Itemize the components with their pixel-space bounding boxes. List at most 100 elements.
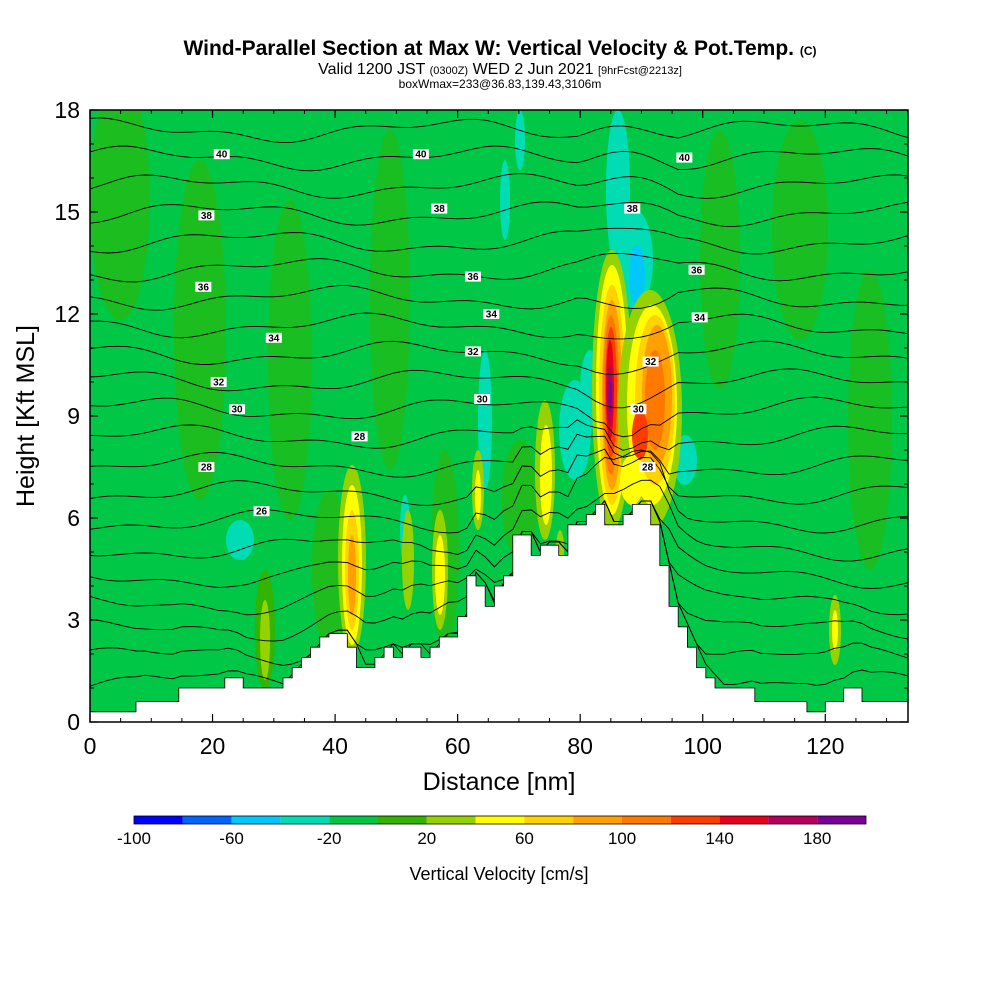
contour-label-text: 38 xyxy=(201,211,213,222)
colorbar-swatch xyxy=(524,816,574,824)
contour-label-text: 32 xyxy=(467,347,479,358)
terrain xyxy=(89,504,909,723)
colorbar-tick-label: 20 xyxy=(417,829,436,848)
contour-label: 36 xyxy=(688,264,705,276)
x-tick-label: 80 xyxy=(567,733,593,759)
contour-label: 30 xyxy=(229,404,246,416)
y-tick-label: 0 xyxy=(67,709,80,735)
colorbar-swatch xyxy=(231,816,281,824)
contour-label-bg xyxy=(642,356,659,367)
copyright-mark: (C) xyxy=(799,44,817,58)
contour-label-text: 38 xyxy=(627,204,639,215)
contour-label: 34 xyxy=(265,332,282,344)
contour-label-bg xyxy=(639,462,656,472)
utc-time: (0300Z) xyxy=(429,65,469,77)
y-tick-label: 12 xyxy=(54,301,80,327)
contour-label-text: 40 xyxy=(415,150,427,161)
contour-label: 38 xyxy=(198,210,215,222)
contour-label: 34 xyxy=(691,312,708,324)
contour-label-text: 36 xyxy=(198,282,210,293)
colorbar-swatch xyxy=(280,816,330,824)
contour-label-bg xyxy=(229,404,246,415)
contour-label: 28 xyxy=(351,431,368,443)
contour-label-bg xyxy=(464,346,481,357)
contour-label-bg xyxy=(412,149,429,160)
theta-contour xyxy=(90,500,908,616)
colorbar-tick-label: 180 xyxy=(803,829,831,848)
contour-label: 38 xyxy=(624,203,641,215)
colorbar-swatch xyxy=(182,816,232,824)
contour-label-bg xyxy=(676,152,693,163)
theta-contour xyxy=(90,449,908,534)
y-tick-label: 3 xyxy=(67,607,80,633)
chart-subtitle-2: boxWmax=233@36.83,139.43,3106m xyxy=(398,77,602,91)
contour-label-text: 30 xyxy=(231,405,243,416)
potential-temperature-contours xyxy=(90,117,908,687)
colorbar-swatch xyxy=(475,816,525,824)
colorbar-tick-label: -100 xyxy=(117,829,151,848)
colorbar-tick-label: -20 xyxy=(317,829,342,848)
x-tick-label: 0 xyxy=(84,733,97,759)
contour-label-text: 32 xyxy=(213,378,225,389)
contour-label: 32 xyxy=(642,356,659,368)
contour-label-text: 34 xyxy=(486,310,498,321)
theta-contour xyxy=(90,433,908,478)
contour-label-bg xyxy=(431,203,448,214)
contour-label-bg xyxy=(265,332,282,343)
valid-date: WED 2 Jun 2021 xyxy=(472,61,594,78)
contour-label: 40 xyxy=(213,149,230,161)
theta-contour xyxy=(90,479,908,562)
contour-label: 30 xyxy=(630,404,647,416)
contour-label-text: 30 xyxy=(477,395,489,406)
colorbar-swatch xyxy=(817,816,866,824)
colorbar-swatch xyxy=(329,816,378,824)
contour-label: 38 xyxy=(431,203,448,215)
y-axis-label: Height [Kft MSL] xyxy=(12,325,40,507)
y-tick-label: 18 xyxy=(54,97,80,123)
y-tick-label: 6 xyxy=(67,505,80,531)
theta-contour xyxy=(90,419,908,451)
contour-label-text: 34 xyxy=(694,313,706,324)
y-tick-label: 15 xyxy=(54,199,80,225)
contour-label: 32 xyxy=(210,377,227,389)
contour-label-text: 30 xyxy=(633,405,645,416)
contour-label-bg xyxy=(198,462,215,472)
x-tick-label: 100 xyxy=(684,733,722,759)
contour-label-text: 40 xyxy=(679,153,691,164)
contour-label: 30 xyxy=(474,394,491,406)
colorbar-tick-label: 140 xyxy=(705,829,733,848)
contour-label: 36 xyxy=(464,271,481,283)
colorbar-tick-label: 60 xyxy=(515,829,534,848)
colorbar-swatch xyxy=(768,816,818,824)
valid-time: Valid 1200 JST xyxy=(318,61,426,78)
colorbar-swatch xyxy=(378,816,427,824)
contour-label: 26 xyxy=(253,506,270,518)
x-tick-label: 20 xyxy=(200,733,226,759)
y-tick-label: 9 xyxy=(67,403,80,429)
contour-label: 36 xyxy=(195,281,212,293)
colorbar-tick-label: -60 xyxy=(219,829,244,848)
theta-contour xyxy=(90,117,908,144)
contour-label-bg xyxy=(213,149,230,160)
contour-label-bg xyxy=(464,271,481,282)
contour-label-text: 26 xyxy=(256,507,268,518)
contour-label-bg xyxy=(688,264,705,275)
theta-contour xyxy=(90,396,908,438)
contour-label-text: 28 xyxy=(201,463,213,474)
chart-title-main: Wind-Parallel Section at Max W: Vertical… xyxy=(183,37,794,60)
contour-label: 28 xyxy=(639,462,656,474)
theta-contour xyxy=(90,285,908,311)
contour-label: 40 xyxy=(412,149,429,161)
contour-label-text: 34 xyxy=(268,333,280,344)
colorbar-tick-label: 100 xyxy=(608,829,636,848)
contour-label-bg xyxy=(474,394,491,404)
contour-label-bg xyxy=(253,506,270,517)
contour-label-bg xyxy=(691,312,708,323)
contour-label-bg xyxy=(624,203,641,214)
theta-contour xyxy=(90,227,908,255)
contour-label-bg xyxy=(195,281,212,292)
x-axis-label: Distance [nm] xyxy=(423,768,576,796)
colorbar-frame xyxy=(133,815,867,825)
